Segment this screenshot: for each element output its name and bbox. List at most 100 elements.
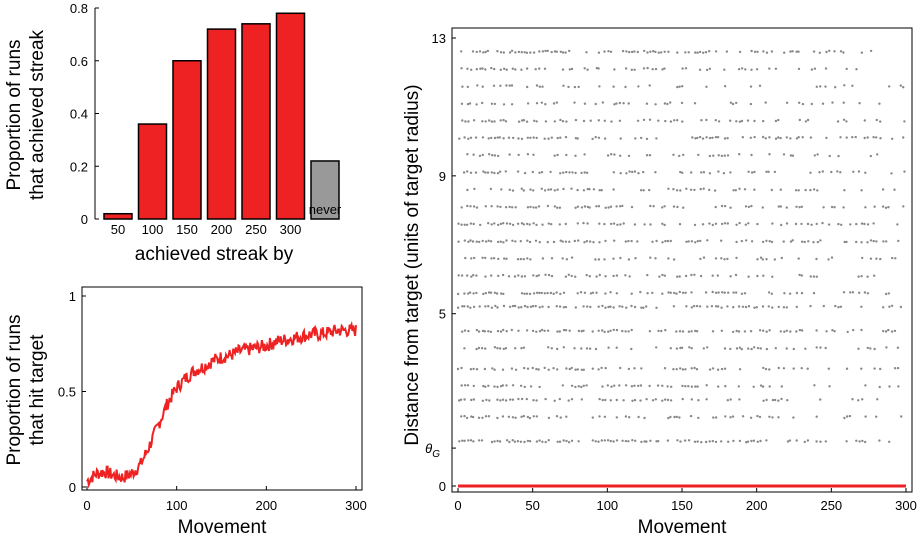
- distance-point: [499, 51, 503, 54]
- distance-point: [567, 441, 571, 444]
- distance-point: [538, 171, 541, 174]
- distance-point: [597, 329, 600, 332]
- distance-point: [678, 330, 682, 333]
- distance-point: [540, 101, 543, 104]
- distance-point: [511, 223, 515, 227]
- distance-point: [747, 205, 751, 209]
- distance-point: [652, 50, 655, 53]
- distance-point: [595, 275, 598, 278]
- distance-point: [624, 274, 627, 277]
- distance-point: [472, 153, 475, 156]
- distance-point: [469, 439, 473, 442]
- distance-point: [685, 305, 688, 308]
- distance-point: [585, 171, 589, 174]
- distance-point: [493, 385, 496, 388]
- distance-point: [481, 153, 484, 157]
- distance-point: [552, 102, 556, 105]
- distance-point: [855, 222, 858, 226]
- distance-point: [463, 239, 466, 242]
- distance-point: [490, 306, 494, 309]
- distance-point: [613, 103, 616, 106]
- distance-point: [756, 222, 759, 226]
- distance-point: [526, 136, 529, 139]
- distance-point: [470, 257, 473, 260]
- distance-point: [637, 85, 640, 88]
- distance-point: [618, 384, 621, 387]
- distance-point: [481, 256, 484, 259]
- distance-point: [462, 171, 466, 174]
- distance-point: [697, 153, 700, 157]
- distance-point: [598, 415, 601, 418]
- distance-point: [564, 275, 568, 278]
- distance-point: [526, 153, 530, 156]
- distance-point: [878, 102, 881, 105]
- distance-point: [493, 136, 497, 140]
- distance-point: [753, 119, 756, 123]
- distance-point: [706, 305, 709, 308]
- distance-point: [456, 292, 460, 296]
- distance-point: [687, 439, 691, 442]
- distance-point: [498, 136, 501, 139]
- distance-point: [525, 67, 529, 70]
- distance-point: [896, 366, 900, 370]
- distance-point: [672, 368, 675, 371]
- distance-point: [496, 136, 499, 139]
- distance-point: [505, 239, 508, 242]
- distance-point: [576, 222, 579, 225]
- distance-point: [713, 189, 717, 192]
- distance-point: [613, 384, 616, 387]
- distance-point: [538, 291, 541, 295]
- distance-point: [679, 367, 682, 370]
- distance-point: [695, 368, 699, 371]
- distance-point: [827, 258, 830, 261]
- distance-point: [526, 257, 529, 260]
- distance-point: [795, 205, 798, 208]
- distance-point: [533, 119, 536, 123]
- distance-point: [860, 328, 863, 332]
- distance-point: [609, 205, 613, 208]
- distance-point: [630, 347, 633, 351]
- distance-point: [496, 306, 499, 309]
- distance-point: [849, 223, 852, 226]
- distance-point: [466, 274, 469, 277]
- distance-point: [777, 118, 780, 122]
- distance-point: [463, 305, 466, 308]
- distance-point: [770, 292, 773, 295]
- distance-point: [591, 137, 594, 141]
- distance-point: [609, 222, 613, 226]
- distance-point: [699, 187, 702, 191]
- distance-point: [547, 137, 550, 140]
- distance-point: [466, 204, 469, 208]
- distance-point: [550, 50, 553, 54]
- distance-point: [535, 120, 538, 123]
- distance-point: [556, 347, 559, 351]
- distance-point: [663, 50, 666, 53]
- distance-point: [467, 329, 470, 333]
- distance-point: [866, 223, 870, 226]
- distance-point: [564, 240, 568, 243]
- distance-point: [559, 172, 562, 175]
- distance-point: [520, 68, 523, 71]
- distance-point: [655, 346, 658, 349]
- distance-point: [684, 51, 687, 54]
- distance-point: [848, 414, 852, 418]
- distance-point: [717, 154, 720, 157]
- distance-point: [461, 85, 464, 88]
- distance-point: [875, 415, 878, 418]
- distance-point: [723, 291, 726, 294]
- distance-point: [615, 292, 618, 295]
- distance-point: [777, 399, 780, 402]
- line-chart-ylabel-line2: that hit target: [27, 334, 48, 446]
- distance-point: [604, 239, 607, 243]
- distance-point: [690, 291, 693, 294]
- scatter-y-tick-label: 0: [439, 479, 446, 494]
- distance-point: [481, 329, 485, 333]
- distance-point: [726, 222, 729, 225]
- distance-point: [869, 239, 873, 242]
- distance-point: [482, 170, 485, 173]
- distance-point: [600, 439, 603, 442]
- distance-point: [726, 154, 730, 157]
- distance-point: [509, 398, 512, 401]
- distance-point: [729, 101, 733, 104]
